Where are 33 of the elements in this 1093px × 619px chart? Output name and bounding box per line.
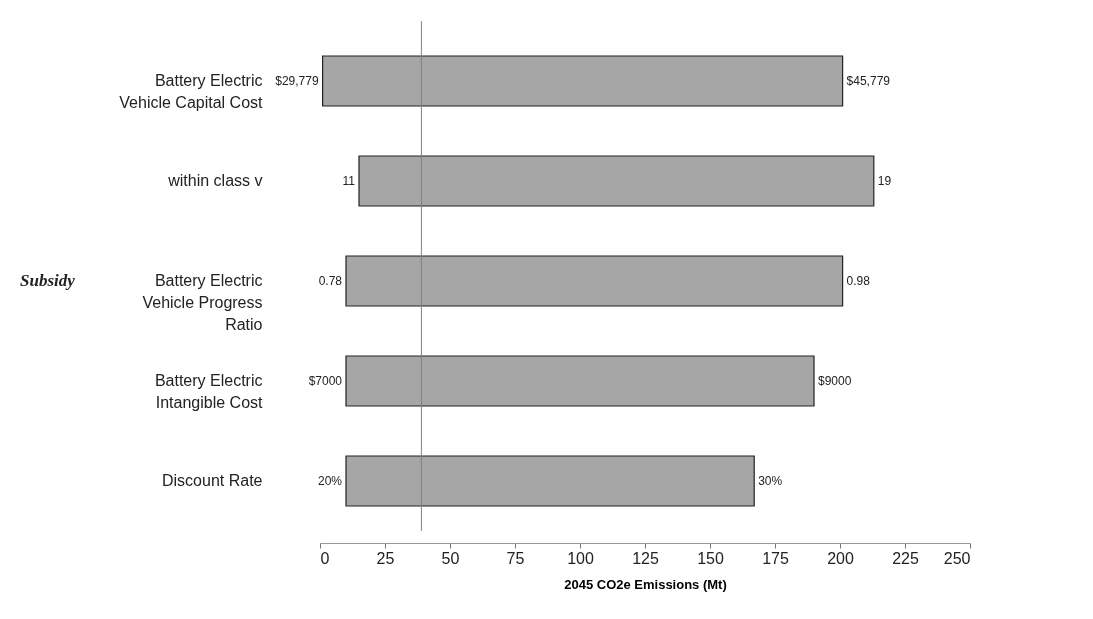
annotation: 0.78	[318, 274, 343, 288]
annotation: $29,779	[275, 74, 319, 88]
annotation: $7000	[308, 374, 343, 388]
annotation: 19	[877, 174, 892, 188]
x-tick-label: 225	[892, 549, 919, 567]
bar	[322, 55, 844, 107]
x-tick-label: 50	[441, 549, 460, 567]
text: Subsidy	[20, 271, 76, 290]
annotation: 11	[342, 174, 356, 188]
x-tick-label: 250	[943, 549, 971, 567]
bar	[345, 455, 755, 507]
x-tick-label: 150	[697, 549, 724, 567]
x-tick-label: 25	[376, 549, 395, 567]
bar	[358, 155, 875, 207]
annotation: 0.98	[846, 274, 871, 288]
annotation: $9000	[818, 374, 852, 388]
bar	[345, 255, 844, 307]
x-tick-label: 100	[567, 549, 594, 567]
annotation: $45,779	[846, 74, 891, 88]
annotation: 30%	[758, 474, 783, 488]
x-tick-label: 175	[762, 549, 789, 567]
y-tick-label: Discount Rate	[162, 472, 263, 489]
y-tick-label: Battery Electric Vehicle Progress Ratio	[142, 272, 263, 333]
y-tick-label: Battery Electric Intangible Cost	[154, 372, 264, 411]
y-tick-label: within class v	[167, 172, 263, 189]
x-tick-label: 75	[506, 549, 525, 567]
x-tick-label: 200	[827, 549, 854, 567]
x-axis-title: 2045 CO2e Emissions (Mt)	[564, 576, 727, 592]
x-tick-label: 125	[632, 549, 659, 567]
x-tick-label: 0	[320, 549, 330, 567]
y-tick-label: Battery Electric Vehicle Capital Cost	[119, 72, 264, 111]
bar	[345, 355, 815, 407]
annotation: 20%	[317, 474, 343, 488]
